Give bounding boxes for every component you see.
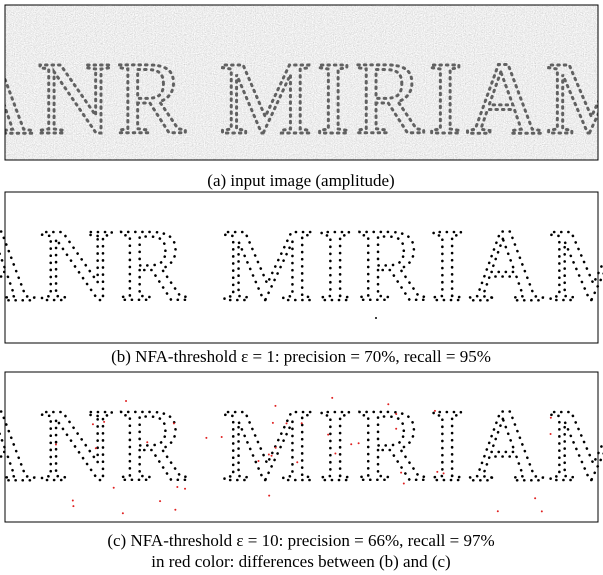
difference-dot xyxy=(402,482,405,485)
difference-dot xyxy=(274,404,277,407)
difference-dot xyxy=(176,485,179,488)
difference-dot xyxy=(271,421,274,424)
difference-dot xyxy=(327,433,330,436)
panel-a: ANR MIRIAM (a) input image (amplitude) xyxy=(0,4,603,190)
caption: (b) NFA-threshold ε = 1: precision = 70%… xyxy=(111,347,491,366)
difference-dot xyxy=(274,446,277,449)
difference-dot xyxy=(387,403,390,406)
difference-dot xyxy=(334,452,337,455)
difference-dot xyxy=(296,461,299,464)
difference-dot xyxy=(395,412,398,415)
difference-dot xyxy=(103,420,106,423)
difference-dot xyxy=(350,443,353,446)
difference-dot xyxy=(300,422,303,425)
difference-dot xyxy=(549,416,552,419)
difference-dot xyxy=(257,460,260,463)
difference-dot xyxy=(121,512,124,515)
difference-dot xyxy=(400,471,403,474)
difference-dot xyxy=(72,505,75,508)
difference-dot xyxy=(146,441,149,444)
difference-dot xyxy=(125,400,128,403)
difference-dot xyxy=(159,500,162,503)
difference-dot xyxy=(174,508,177,511)
difference-dot xyxy=(433,409,436,412)
difference-dot xyxy=(220,436,223,439)
noise-image xyxy=(5,5,598,160)
panel-border xyxy=(4,371,599,523)
panel-b: ANR MIRIAM (b) NFA-threshold ε = 1: prec… xyxy=(0,191,603,366)
detection-word: ANR MIRIAM xyxy=(0,208,603,323)
difference-dot xyxy=(285,422,288,425)
difference-dot xyxy=(91,423,94,426)
caption-note: in red color: differences between (b) an… xyxy=(151,552,450,571)
difference-dot xyxy=(540,510,543,513)
difference-dot xyxy=(436,470,439,473)
difference-dot xyxy=(549,432,552,435)
difference-dot xyxy=(357,442,360,445)
panel-c: ANR MIRIAM (c) NFA-threshold ε = 10: pre… xyxy=(0,371,603,571)
difference-dot xyxy=(112,486,115,489)
difference-dot xyxy=(54,443,57,446)
detection-word: ANR MIRIAM xyxy=(0,388,603,503)
image-word: ANR MIRIAM xyxy=(0,41,603,156)
difference-dot xyxy=(268,494,271,497)
difference-dot xyxy=(534,497,537,500)
difference-dot xyxy=(184,487,187,490)
difference-dot xyxy=(496,510,499,513)
difference-dot xyxy=(331,396,334,399)
panel-border xyxy=(4,191,599,344)
dot xyxy=(375,317,377,319)
panel-border xyxy=(4,4,599,161)
difference-dot xyxy=(71,499,74,502)
caption: (a) input image (amplitude) xyxy=(207,171,394,190)
caption: (c) NFA-threshold ε = 10: precision = 66… xyxy=(107,531,494,550)
difference-dot xyxy=(172,422,175,425)
difference-dot xyxy=(270,454,273,457)
difference-dot xyxy=(442,472,445,475)
difference-dot xyxy=(94,447,97,450)
difference-dot xyxy=(267,453,270,456)
difference-dot xyxy=(205,436,208,439)
difference-dot xyxy=(395,427,398,430)
